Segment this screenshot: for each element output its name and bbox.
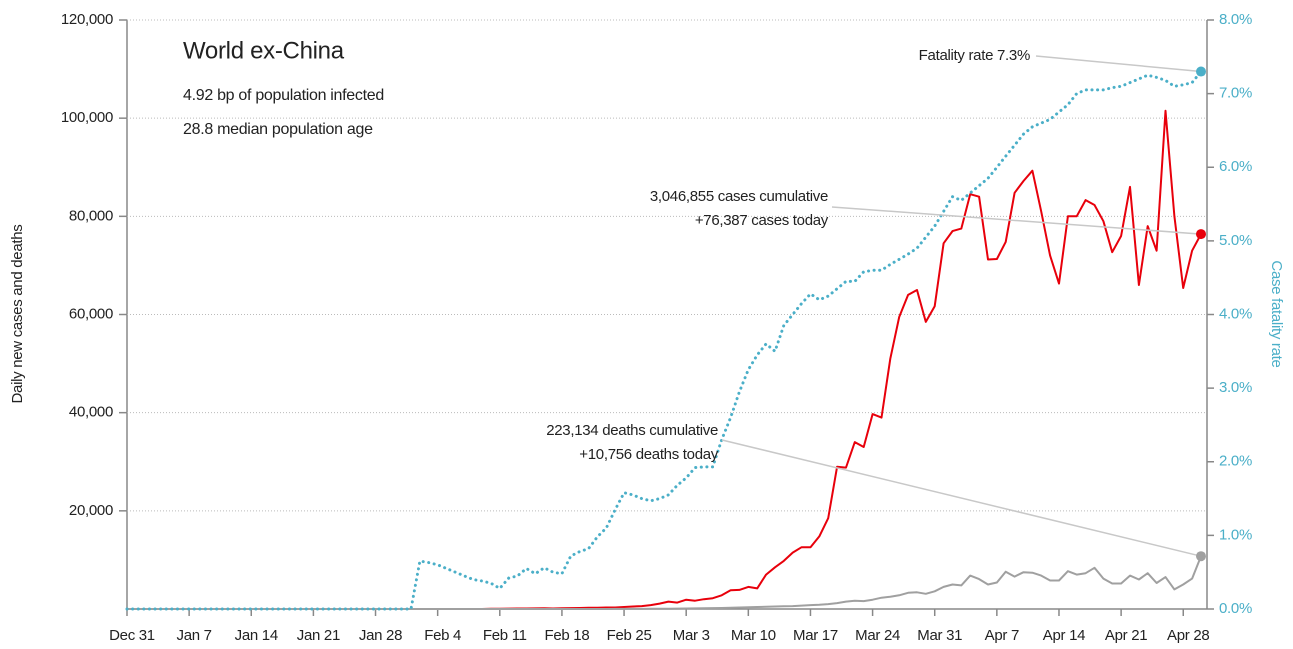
y2-tick-label: 2.0%	[1219, 453, 1252, 470]
y2-tick-label: 4.0%	[1219, 305, 1252, 322]
x-tick-label: Jan 21	[297, 627, 340, 644]
x-tick-label: Apr 28	[1167, 627, 1209, 644]
series-line	[127, 109, 1202, 610]
y2-axis-label: Case fatality rate	[1268, 260, 1285, 367]
x-tick-label: Apr 7	[985, 627, 1019, 644]
y-tick-label: 20,000	[69, 502, 113, 519]
x-tick-label: Jan 7	[177, 627, 212, 644]
x-tick-label: Feb 18	[544, 627, 589, 644]
x-tick-label: Mar 31	[917, 627, 962, 644]
y-tick-label: 100,000	[61, 109, 113, 126]
x-tick-label: Jan 28	[359, 627, 402, 644]
x-tick-label: Mar 17	[793, 627, 838, 644]
y2-tick-label: 7.0%	[1219, 85, 1252, 102]
y2-tick-label: 3.0%	[1219, 379, 1252, 396]
chart-title: World ex-China	[183, 37, 345, 64]
end-point	[1196, 551, 1206, 562]
y-tick-label: 60,000	[69, 305, 113, 322]
x-tick-label: Mar 24	[855, 627, 900, 644]
annotation: 3,046,855 cases cumulative	[650, 188, 828, 205]
y2-tick-label: 0.0%	[1219, 600, 1252, 617]
y-tick-label: 120,000	[61, 11, 113, 28]
y2-tick-label: 6.0%	[1219, 158, 1252, 175]
annotation: 223,134 deaths cumulative	[546, 422, 718, 439]
y2-tick-label: 1.0%	[1219, 526, 1252, 543]
end-point	[1196, 229, 1206, 240]
x-tick-label: Apr 21	[1105, 627, 1147, 644]
y-axis-label: Daily new cases and deaths	[9, 225, 26, 404]
x-tick-label: Feb 4	[424, 627, 461, 644]
annotation: Fatality rate 7.3%	[919, 47, 1030, 64]
y2-tick-label: 8.0%	[1219, 11, 1252, 28]
y-tick-label: 40,000	[69, 404, 113, 421]
annotation: +76,387 cases today	[695, 212, 829, 229]
y-tick-label: 80,000	[69, 207, 113, 224]
x-tick-label: Dec 31	[109, 627, 155, 644]
leader-line	[1035, 55, 1202, 73]
x-tick-label: Feb 25	[607, 627, 652, 644]
end-point	[1196, 66, 1206, 77]
series-line	[127, 555, 1202, 610]
x-tick-label: Mar 10	[731, 627, 776, 644]
subtitle: 28.8 median population age	[183, 121, 373, 138]
x-tick-label: Mar 3	[673, 627, 710, 644]
x-tick-label: Feb 11	[483, 627, 527, 644]
series-line	[125, 70, 1203, 611]
y2-tick-label: 5.0%	[1219, 232, 1252, 249]
leader-line	[831, 206, 1202, 235]
annotation: +10,756 deaths today	[579, 446, 719, 463]
leader-line	[721, 439, 1202, 557]
x-tick-label: Jan 14	[235, 627, 278, 644]
subtitle: 4.92 bp of population infected	[183, 87, 384, 104]
x-tick-label: Apr 14	[1043, 627, 1085, 644]
